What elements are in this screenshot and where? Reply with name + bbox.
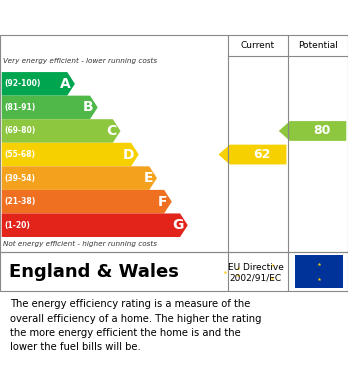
- Text: (21-38): (21-38): [5, 197, 36, 206]
- Polygon shape: [2, 190, 172, 213]
- Text: (69-80): (69-80): [5, 126, 36, 136]
- Text: (81-91): (81-91): [5, 103, 36, 112]
- Bar: [295, 255, 343, 288]
- Text: E: E: [143, 171, 153, 185]
- Text: C: C: [106, 124, 116, 138]
- Text: F: F: [158, 195, 168, 209]
- Polygon shape: [2, 143, 139, 166]
- Text: Not energy efficient - higher running costs: Not energy efficient - higher running co…: [3, 240, 158, 247]
- Text: (39-54): (39-54): [5, 174, 35, 183]
- Text: D: D: [123, 147, 135, 161]
- Text: (92-100): (92-100): [5, 79, 41, 88]
- Text: 80: 80: [313, 124, 330, 138]
- Text: (55-68): (55-68): [5, 150, 35, 159]
- Text: Energy Efficiency Rating: Energy Efficiency Rating: [10, 11, 232, 26]
- Text: Potential: Potential: [298, 41, 338, 50]
- Polygon shape: [2, 119, 120, 143]
- Polygon shape: [2, 96, 98, 119]
- Text: 62: 62: [253, 148, 270, 161]
- Text: EU Directive: EU Directive: [228, 262, 284, 272]
- Polygon shape: [2, 72, 75, 96]
- Polygon shape: [2, 213, 188, 237]
- Text: 2002/91/EC: 2002/91/EC: [230, 273, 282, 282]
- Polygon shape: [279, 121, 346, 141]
- Text: Current: Current: [241, 41, 275, 50]
- Polygon shape: [2, 166, 157, 190]
- Text: G: G: [172, 218, 183, 232]
- Text: The energy efficiency rating is a measure of the
overall efficiency of a home. T: The energy efficiency rating is a measur…: [10, 299, 262, 352]
- Text: Very energy efficient - lower running costs: Very energy efficient - lower running co…: [3, 58, 158, 64]
- Polygon shape: [219, 145, 286, 165]
- Text: England & Wales: England & Wales: [9, 263, 179, 281]
- Text: B: B: [83, 100, 94, 115]
- Text: (1-20): (1-20): [5, 221, 30, 230]
- Text: A: A: [60, 77, 71, 91]
